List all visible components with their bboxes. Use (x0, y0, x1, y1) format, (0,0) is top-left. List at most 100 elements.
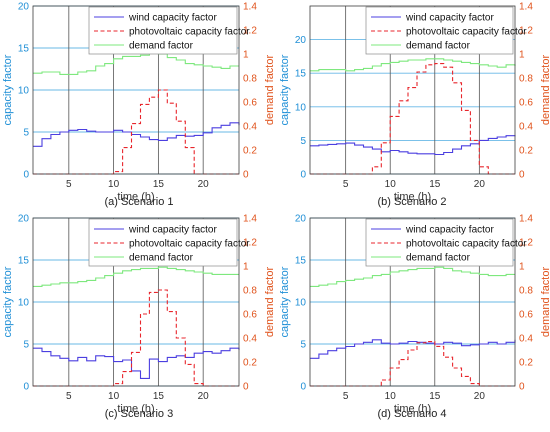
y-axis-title: capacity factor (279, 54, 291, 125)
legend-label: demand factor (129, 253, 194, 264)
x-tick-label: 5 (343, 391, 349, 402)
y2-tick-label: 0.2 (519, 358, 533, 369)
y-tick-label: 5 (300, 136, 306, 147)
y2-tick-label: 0.2 (243, 358, 257, 369)
x-tick-label: 15 (153, 179, 165, 190)
y2-axis-title: demand factor (264, 267, 276, 338)
y2-tick-label: 1.4 (243, 2, 257, 13)
y2-tick-label: 1 (243, 262, 249, 273)
x-tick-label: 5 (66, 179, 72, 190)
y2-tick-label: 0.4 (519, 122, 533, 133)
legend-label: photovoltaic capacity factor (406, 239, 527, 250)
y2-tick-label: 1 (243, 50, 249, 61)
y2-tick-label: 0.4 (519, 334, 533, 345)
legend-label: photovoltaic capacity factor (406, 27, 527, 38)
y2-tick-label: 0.6 (519, 310, 533, 321)
y2-tick-label: 0.6 (243, 98, 257, 109)
x-tick-label: 20 (474, 179, 486, 190)
y-tick-label: 0 (300, 382, 306, 393)
series-line-pv (33, 289, 239, 387)
chart-panel-4: 0 5 10 15 20 0 0.2 0.4 0.6 0.8 1 1.2 1.4 5 10 15 20 time … (279, 214, 550, 421)
y2-tick-label: 1.2 (519, 238, 533, 249)
series-line-wind (33, 122, 240, 147)
y-tick-label: 20 (18, 214, 30, 225)
panel-caption: (d) Scenario 4 (377, 408, 446, 420)
x-tick-label: 15 (429, 391, 441, 402)
y-tick-label: 0 (23, 382, 29, 393)
x-tick-label: 15 (429, 179, 441, 190)
y2-tick-label: 1.2 (243, 26, 257, 37)
y-axis-title: capacity factor (2, 54, 14, 125)
plot-frame (309, 217, 516, 387)
y-axis-title: capacity factor (279, 266, 291, 337)
plot-frame (32, 5, 240, 175)
y-tick-label: 10 (295, 102, 307, 113)
y2-tick-label: 1.2 (243, 238, 257, 249)
series-line-wind (33, 347, 240, 379)
series-line-wind (310, 135, 516, 156)
x-tick-label: 5 (66, 391, 72, 402)
x-tick-label: 10 (385, 179, 397, 190)
series-line-demand (33, 52, 239, 75)
legend-label: demand factor (406, 41, 471, 52)
series-line-wind (310, 339, 516, 359)
y-tick-label: 0 (300, 170, 306, 181)
y-tick-label: 20 (295, 214, 307, 225)
y2-tick-label: 1.4 (519, 214, 533, 225)
y2-tick-label: 0 (243, 382, 249, 393)
y2-axis-title: demand factor (540, 267, 550, 338)
y2-tick-label: 0.6 (243, 310, 257, 321)
y2-tick-label: 0.6 (519, 98, 533, 109)
series-line-demand (310, 58, 516, 72)
y-tick-label: 5 (300, 340, 306, 351)
x-tick-label: 10 (108, 391, 120, 402)
y2-tick-label: 1 (519, 50, 525, 61)
x-tick-label: 20 (198, 391, 210, 402)
x-axis-title: time (h) (394, 191, 431, 203)
x-tick-label: 10 (108, 179, 120, 190)
panel-caption: (a) Scenario 1 (104, 196, 173, 208)
y-tick-label: 10 (18, 298, 30, 309)
y2-axis-title: demand factor (540, 55, 550, 126)
x-tick-label: 15 (153, 391, 165, 402)
y2-tick-label: 1 (519, 262, 525, 273)
y2-axis-title: demand factor (264, 55, 276, 126)
y2-tick-label: 0.2 (519, 146, 533, 157)
x-tick-label: 20 (198, 179, 210, 190)
y-tick-label: 15 (18, 44, 30, 55)
y2-tick-label: 0 (243, 170, 249, 181)
legend-label: wind capacity factor (405, 225, 494, 236)
y-tick-label: 5 (23, 340, 29, 351)
chart-panel-2: 0 5 10 15 20 0 0.2 0.4 0.6 0.8 1 1.2 1.4 5 10 15 20 time … (279, 2, 550, 209)
y2-tick-label: 0.8 (243, 74, 257, 85)
y-tick-label: 10 (18, 86, 30, 97)
y-tick-label: 20 (295, 35, 307, 46)
y2-tick-label: 1.4 (243, 214, 257, 225)
panel-caption: (b) Scenario 2 (377, 196, 446, 208)
legend-label: photovoltaic capacity factor (129, 239, 250, 250)
y-axis-title: capacity factor (2, 266, 14, 337)
x-tick-label: 20 (474, 391, 486, 402)
chart-panel-3: 0 5 10 15 20 0 0.2 0.4 0.6 0.8 1 1.2 1.4 5 10 15 20 time … (2, 214, 276, 421)
y-tick-label: 5 (23, 128, 29, 139)
y-tick-label: 10 (295, 298, 307, 309)
legend-label: wind capacity factor (405, 13, 494, 24)
legend-label: demand factor (129, 41, 194, 52)
legend-label: wind capacity factor (128, 13, 217, 24)
y2-tick-label: 0.4 (243, 334, 257, 345)
y2-tick-label: 0 (519, 170, 525, 181)
legend-label: photovoltaic capacity factor (129, 27, 250, 38)
x-tick-label: 10 (385, 391, 397, 402)
x-tick-label: 5 (343, 179, 349, 190)
plot-frame (32, 217, 240, 387)
y2-tick-label: 0.2 (243, 146, 257, 157)
y2-tick-label: 0.8 (519, 74, 533, 85)
y2-tick-label: 1.4 (519, 2, 533, 13)
series-line-demand (33, 266, 239, 287)
series-line-demand (310, 266, 515, 287)
y2-tick-label: 0.4 (243, 122, 257, 133)
y-tick-label: 20 (18, 2, 30, 13)
x-axis-title: time (h) (117, 403, 154, 415)
series-line-pv (310, 63, 515, 175)
